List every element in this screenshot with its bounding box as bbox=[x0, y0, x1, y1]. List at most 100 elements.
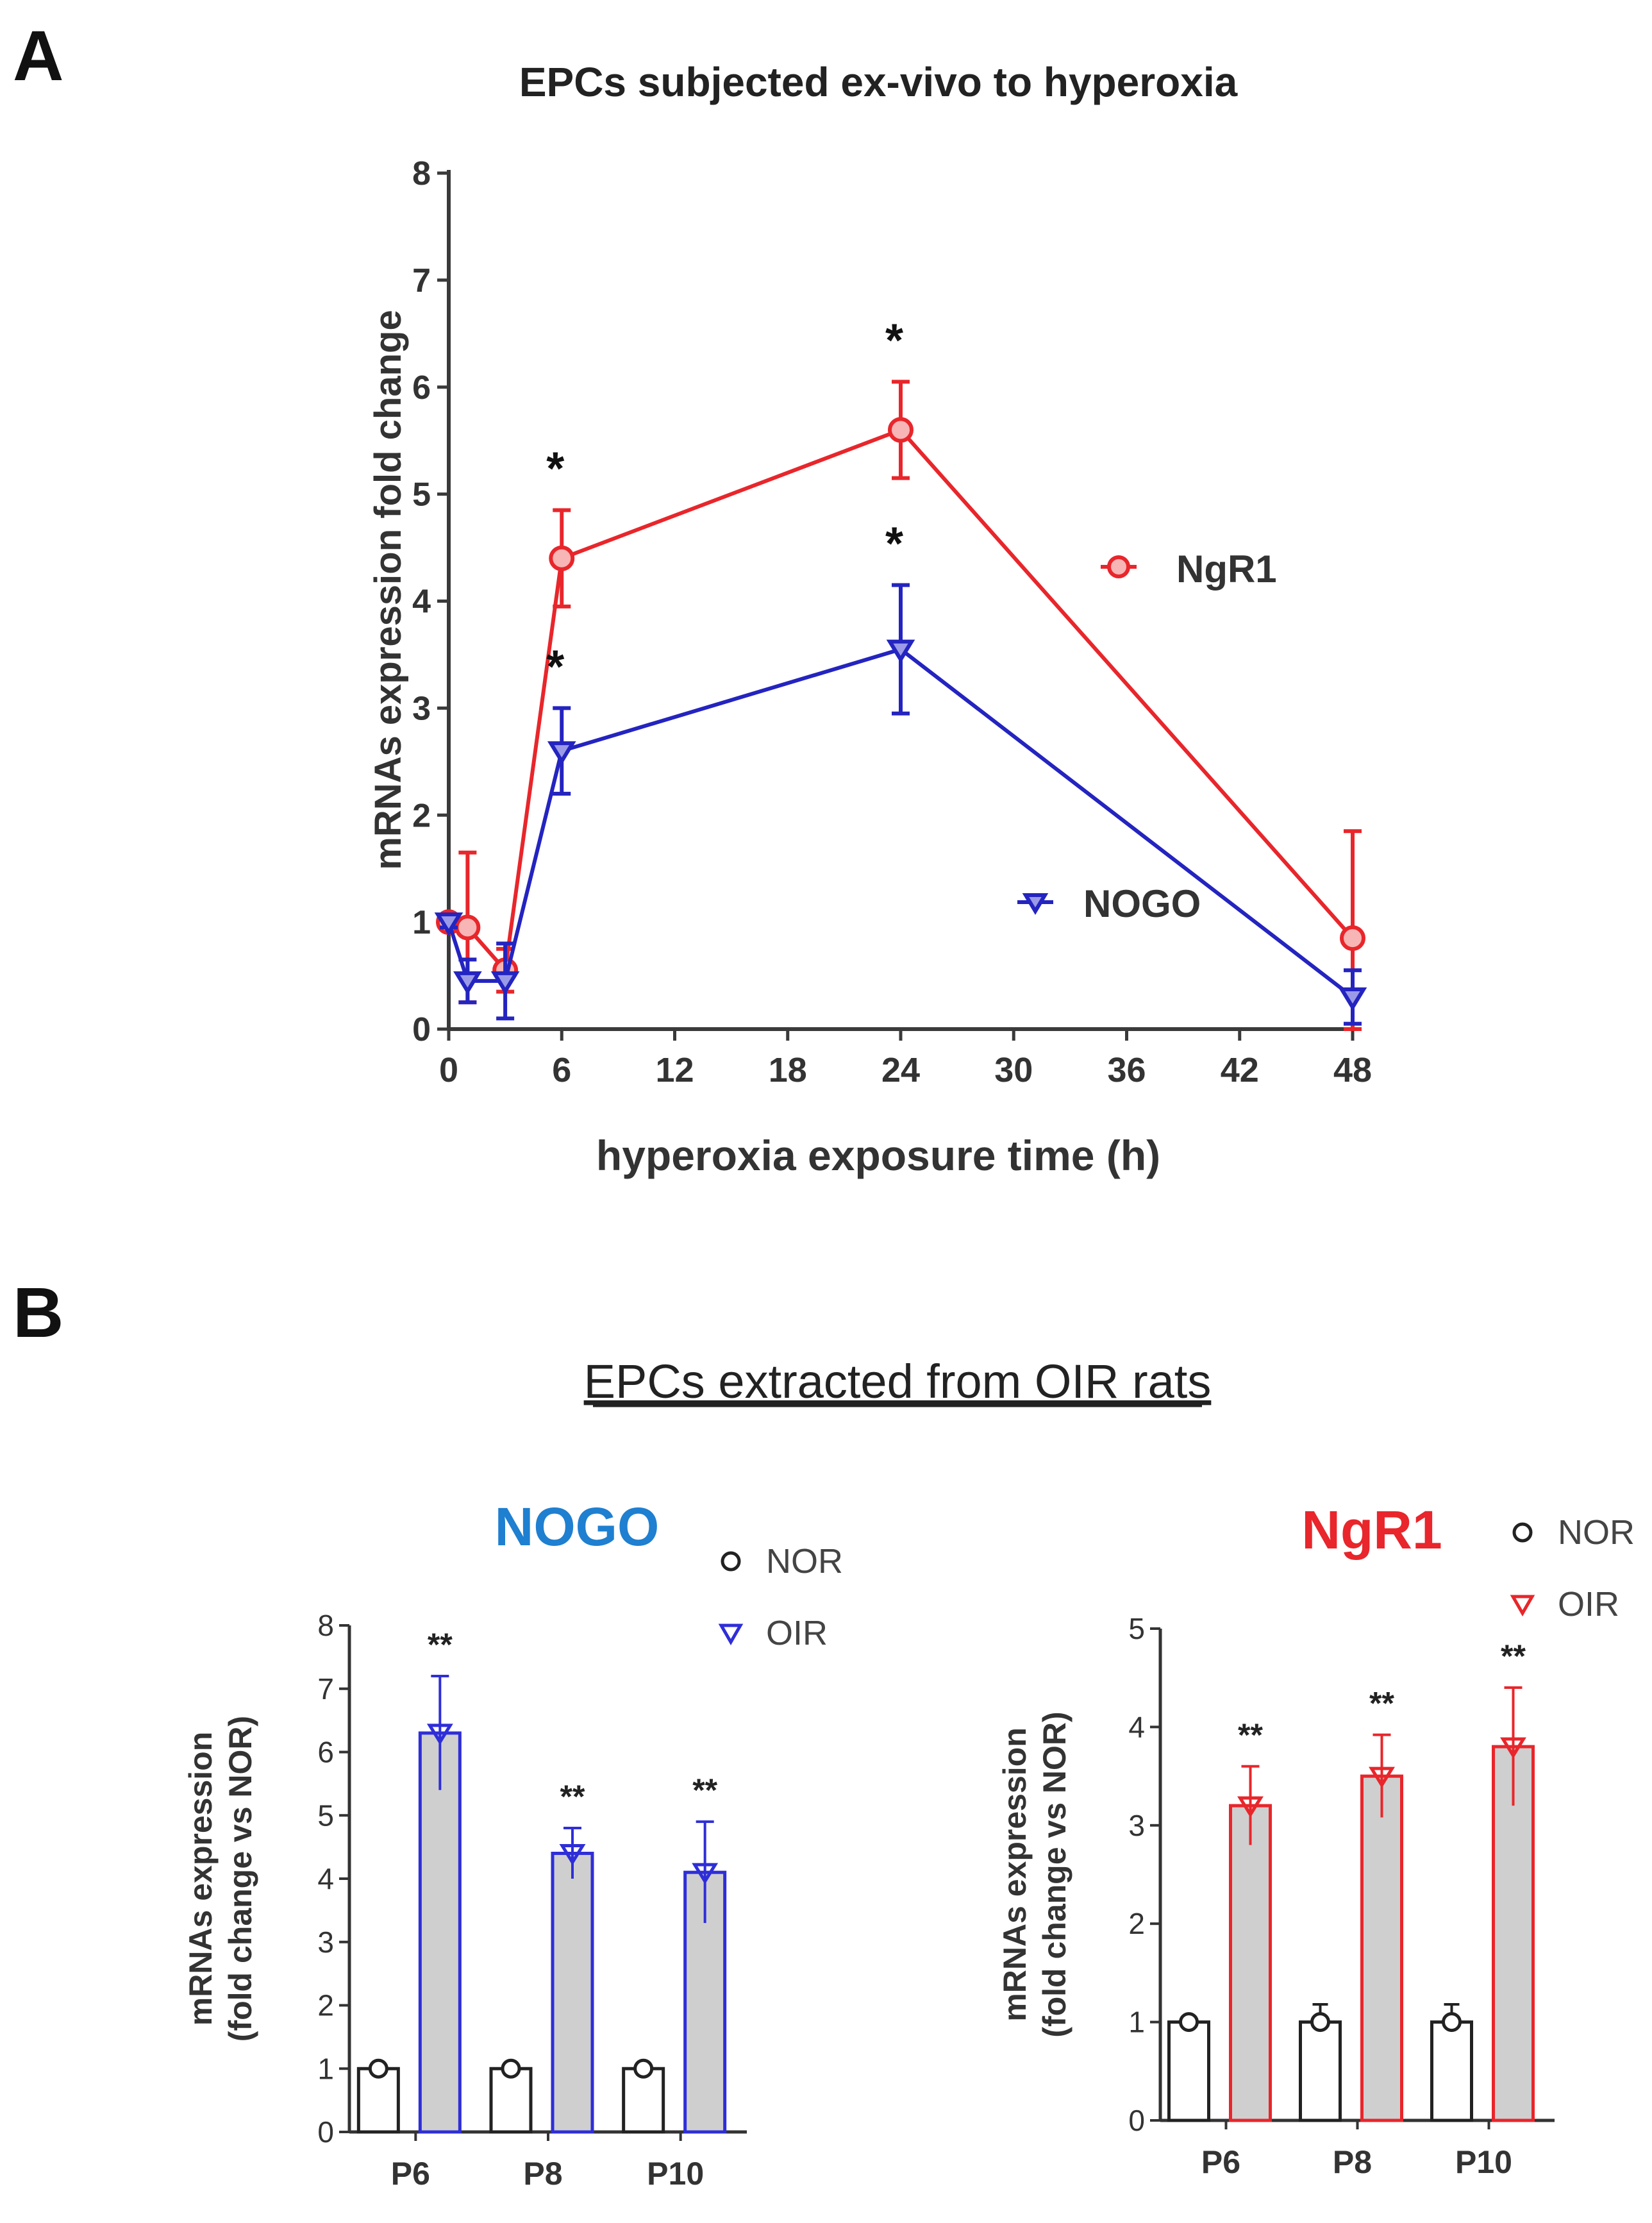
legend-marker-oir bbox=[718, 1623, 744, 1646]
significance-mark: ** bbox=[1369, 1686, 1394, 1722]
data-point-oir bbox=[426, 1724, 453, 1745]
y-tick-label: 6 bbox=[317, 1736, 334, 1769]
chart-a-ylabel: mRNAs expression fold change bbox=[367, 310, 409, 869]
chart-title-ngr1: NgR1 bbox=[1301, 1500, 1442, 1560]
y-tick-label: 0 bbox=[412, 1011, 431, 1048]
bar-oir-p6 bbox=[418, 1731, 462, 2134]
bar-nor-p6 bbox=[356, 2067, 400, 2134]
x-tick-label: P10 bbox=[1455, 2144, 1512, 2180]
data-point-oir bbox=[692, 1863, 719, 1884]
significance-mark: ** bbox=[692, 1772, 717, 1808]
y-tick-label: 4 bbox=[412, 583, 431, 621]
chart-b-ngr1-plot: NgR1 0 1 2 3 4 5 mRNAs expression (fold change v… bbox=[997, 1500, 1635, 2180]
x-tick-label: P6 bbox=[391, 2156, 430, 2192]
data-point-oir bbox=[1500, 1737, 1526, 1759]
significance-mark: ** bbox=[1501, 1638, 1526, 1674]
panel-a-label: A bbox=[13, 17, 63, 96]
legend-marker-nor bbox=[1512, 1522, 1533, 1543]
significance-mark: ** bbox=[428, 1627, 453, 1663]
bar-oir-p8 bbox=[551, 1852, 594, 2134]
data-point-nor bbox=[1442, 2012, 1462, 2033]
significance-mark: ** bbox=[560, 1779, 585, 1815]
data-point-oir bbox=[559, 1844, 586, 1866]
y-tick-label: 2 bbox=[1128, 1907, 1145, 1940]
data-point bbox=[1340, 925, 1365, 952]
y-tick-label: 1 bbox=[412, 904, 431, 941]
data-point bbox=[886, 639, 915, 664]
data-point-nor bbox=[368, 2058, 388, 2079]
y-tick-label: 8 bbox=[317, 1609, 334, 1642]
x-tick-label: 12 bbox=[655, 1051, 694, 1089]
x-tick-label: 0 bbox=[439, 1051, 458, 1089]
y-axis-label-line: mRNAs expression bbox=[997, 1727, 1033, 2022]
y-tick-label: 3 bbox=[317, 1925, 334, 1959]
y-tick-label: 0 bbox=[1128, 2104, 1145, 2137]
x-tick-label: P8 bbox=[523, 2156, 562, 2192]
data-point bbox=[455, 914, 481, 941]
y-tick-label: 0 bbox=[317, 2115, 334, 2149]
x-tick-label: P6 bbox=[1201, 2144, 1240, 2180]
y-axis-label: mRNAs expression (fold change vs NOR) bbox=[997, 1711, 1072, 2037]
data-point bbox=[453, 971, 482, 995]
x-tick-label: 18 bbox=[769, 1051, 807, 1089]
y-tick-label: 6 bbox=[412, 369, 431, 407]
y-tick-label: 3 bbox=[412, 690, 431, 727]
x-tick-label: 24 bbox=[881, 1051, 920, 1089]
legend-marker-ngr1 bbox=[1107, 555, 1130, 578]
bar-oir-p8 bbox=[1360, 1774, 1403, 2122]
chart-b-nogo-plot: NOGO 0 1 2 3 4 5 6 7 8 mRNAs expression (fold chang… bbox=[183, 1497, 843, 2192]
legend-label-nogo: NOGO bbox=[1083, 882, 1201, 925]
y-axis-label-line: (fold change vs NOR) bbox=[1037, 1711, 1072, 2037]
x-tick-label: 42 bbox=[1221, 1051, 1259, 1089]
legend-label-oir: OIR bbox=[1558, 1585, 1619, 1623]
chart-title-nogo: NOGO bbox=[495, 1497, 660, 1557]
data-point-nor bbox=[1179, 2012, 1199, 2033]
y-tick-label: 4 bbox=[1128, 1710, 1145, 1743]
data-point-nor bbox=[501, 2058, 521, 2079]
data-point bbox=[547, 741, 576, 765]
y-tick-label: 2 bbox=[412, 797, 431, 834]
y-tick-label: 7 bbox=[317, 1672, 334, 1706]
y-axis-label-line: (fold change vs NOR) bbox=[222, 1716, 258, 2042]
legend-label-nor: NOR bbox=[766, 1542, 843, 1581]
panel-b-label: B bbox=[13, 1273, 63, 1352]
y-axis-label-line: mRNAs expression bbox=[183, 1732, 219, 2026]
x-tick-label: 6 bbox=[552, 1051, 571, 1089]
y-tick-label: 7 bbox=[412, 262, 431, 299]
bar-nor-p6 bbox=[1167, 2020, 1210, 2122]
data-point-nor bbox=[1310, 2012, 1330, 2033]
x-tick-label: 30 bbox=[994, 1051, 1033, 1089]
x-tick-label: P8 bbox=[1333, 2144, 1372, 2180]
y-tick-label: 5 bbox=[317, 1799, 334, 1832]
data-point bbox=[1338, 987, 1367, 1011]
x-tick-label: 48 bbox=[1333, 1051, 1372, 1089]
legend-marker-nogo bbox=[1022, 893, 1049, 915]
significance-mark: * bbox=[546, 641, 564, 692]
legend-label-oir: OIR bbox=[766, 1614, 828, 1652]
y-tick-label: 1 bbox=[1128, 2006, 1145, 2039]
y-tick-label: 5 bbox=[1128, 1612, 1145, 1645]
y-tick-label: 3 bbox=[1128, 1809, 1145, 1842]
significance-mark: * bbox=[885, 315, 903, 366]
data-point bbox=[434, 912, 463, 936]
series-line-nogo bbox=[447, 647, 1354, 999]
data-point-oir bbox=[1369, 1766, 1395, 1788]
data-point-oir bbox=[1237, 1796, 1264, 1818]
chart-a-xlabel: hyperoxia exposure time (h) bbox=[596, 1132, 1160, 1179]
legend-marker-oir bbox=[1510, 1595, 1535, 1617]
bar-oir-p6 bbox=[1229, 1804, 1272, 2122]
x-tick-label: 36 bbox=[1107, 1051, 1146, 1089]
data-point bbox=[549, 545, 575, 571]
legend-marker-nor bbox=[721, 1551, 741, 1572]
y-tick-label: 2 bbox=[317, 1989, 334, 2022]
significance-mark: ** bbox=[1238, 1717, 1263, 1753]
y-tick-label: 5 bbox=[412, 476, 431, 514]
legend-label-ngr1: NgR1 bbox=[1176, 548, 1277, 591]
significance-mark: * bbox=[546, 444, 564, 495]
data-point bbox=[888, 417, 914, 443]
chart-a-title: EPCs subjected ex-vivo to hyperoxia bbox=[519, 59, 1238, 105]
y-tick-label: 8 bbox=[412, 155, 431, 192]
y-axis-label: mRNAs expression (fold change vs NOR) bbox=[183, 1716, 258, 2042]
bar-nor-p8 bbox=[1299, 2020, 1342, 2122]
